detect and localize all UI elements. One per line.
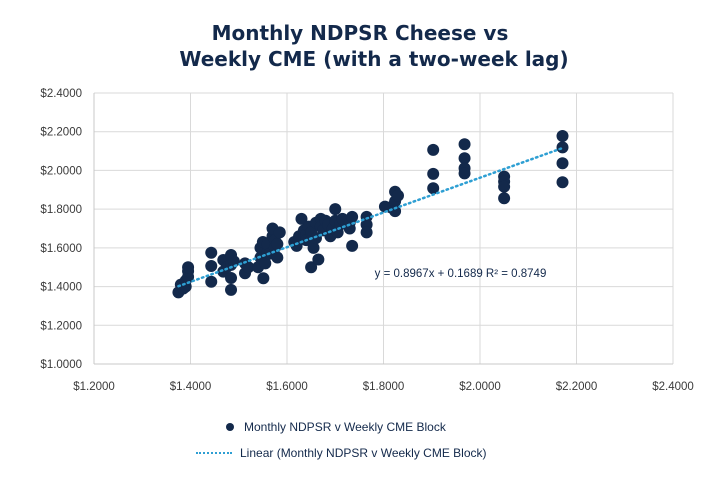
data-point <box>242 261 255 274</box>
data-point <box>271 251 284 264</box>
data-point <box>498 180 511 193</box>
y-tick-label: $2.0000 <box>40 165 82 177</box>
data-point <box>458 138 471 151</box>
y-tick-label: $1.6000 <box>40 243 82 255</box>
legend-label-scatter: Monthly NDPSR v Weekly CME Block <box>244 420 446 434</box>
data-point <box>257 272 270 285</box>
data-point <box>273 226 286 239</box>
data-point <box>329 203 342 216</box>
data-point <box>205 246 218 259</box>
data-point <box>205 260 218 273</box>
legend-item-trendline: Linear (Monthly NDPSR v Weekly CME Block… <box>196 446 487 460</box>
data-point <box>259 257 272 270</box>
data-point <box>271 237 284 250</box>
data-points <box>172 129 569 299</box>
data-point <box>556 141 569 154</box>
data-point <box>182 261 195 274</box>
y-tick-label: $1.4000 <box>40 282 82 294</box>
x-tick-label: $1.4000 <box>170 381 212 393</box>
legend-dot-icon <box>226 423 234 431</box>
data-point <box>498 192 511 205</box>
data-point <box>427 167 440 180</box>
data-point <box>556 157 569 170</box>
data-point <box>556 129 569 142</box>
y-tick-label: $2.2000 <box>40 127 82 139</box>
x-tick-label: $2.0000 <box>459 381 501 393</box>
x-tick-label: $2.2000 <box>556 381 598 393</box>
axis-tick-labels: $1.0000 $1.2000 $1.4000 $1.6000 $1.8000 $2.00… <box>40 88 693 393</box>
data-point <box>225 283 238 296</box>
data-point <box>225 272 238 285</box>
x-tick-label: $1.2000 <box>73 381 115 393</box>
y-tick-label: $1.2000 <box>40 320 82 332</box>
data-point <box>290 239 303 252</box>
gridlines <box>93 92 674 365</box>
data-point <box>346 210 359 223</box>
y-tick-label: $1.8000 <box>40 204 82 216</box>
data-point <box>305 261 318 274</box>
x-tick-label: $2.4000 <box>652 381 694 393</box>
data-point <box>458 167 471 180</box>
data-point <box>391 189 404 202</box>
data-point <box>427 143 440 156</box>
data-point <box>307 241 320 254</box>
data-point <box>360 226 373 239</box>
y-tick-label: $2.4000 <box>40 88 82 100</box>
data-point <box>458 152 471 165</box>
data-point <box>427 182 440 195</box>
trendline <box>177 146 564 288</box>
chart-title-line-2: Weekly CME (with a two-week lag) <box>179 47 569 71</box>
data-point <box>205 275 218 288</box>
trendline-group <box>177 146 564 288</box>
data-point <box>346 239 359 252</box>
legend-label-trendline: Linear (Monthly NDPSR v Weekly CME Block… <box>240 446 487 460</box>
y-tick-label: $1.0000 <box>40 359 82 371</box>
data-point <box>556 176 569 189</box>
x-tick-label: $1.8000 <box>363 381 405 393</box>
x-tick-label: $1.6000 <box>266 381 308 393</box>
legend-item-scatter: Monthly NDPSR v Weekly CME Block <box>226 420 446 434</box>
data-point <box>312 253 325 266</box>
data-point <box>389 205 402 218</box>
data-point <box>295 212 308 225</box>
legend-dotted-line-icon <box>196 452 232 454</box>
trendline-equation: y = 0.8967x + 0.1689 R² = 0.8749 <box>375 268 547 280</box>
chart-title-line-1: Monthly NDPSR Cheese vs <box>211 21 509 45</box>
